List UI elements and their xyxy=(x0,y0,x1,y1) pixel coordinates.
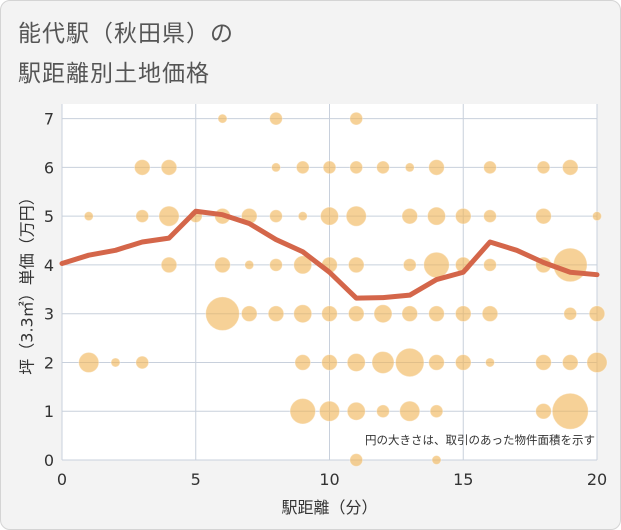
bubble-point xyxy=(423,251,450,279)
bubble-point xyxy=(401,207,419,225)
bubble-point xyxy=(345,205,367,227)
bubble-point xyxy=(271,162,281,173)
bubble-point xyxy=(293,255,313,275)
bubble-point xyxy=(561,159,579,176)
bubble-point xyxy=(205,296,240,332)
bubble-point xyxy=(135,209,150,224)
bubble-point xyxy=(586,351,608,374)
bubble-point xyxy=(322,160,337,175)
bubble-point xyxy=(551,392,589,430)
bubble-point xyxy=(267,305,285,322)
x-tick-label: 10 xyxy=(319,470,339,489)
bubble-point xyxy=(373,304,393,324)
bubble-point xyxy=(217,113,228,124)
bubble-point xyxy=(376,404,390,419)
bubble-point xyxy=(295,160,310,175)
bubble-point xyxy=(481,305,499,322)
trend-line xyxy=(59,208,600,301)
y-tick-label: 6 xyxy=(44,158,54,177)
bubble-point xyxy=(321,354,338,371)
bubble-point xyxy=(349,453,364,467)
bubble-point xyxy=(214,256,231,274)
y-tick-label: 2 xyxy=(44,353,54,372)
x-tick-label: 20 xyxy=(587,470,607,489)
x-axis-label: 駅距離（分） xyxy=(281,498,377,517)
bubble-point xyxy=(269,209,283,224)
bubble-point xyxy=(347,256,365,274)
y-tick-label: 3 xyxy=(44,305,54,324)
bubble-point xyxy=(552,247,588,283)
bubble-point xyxy=(563,306,578,321)
x-tick-label: 0 xyxy=(57,470,67,489)
bubble-point xyxy=(83,211,94,222)
bubble-point xyxy=(133,159,151,176)
bubble-point xyxy=(160,159,178,176)
x-tick-label: 15 xyxy=(453,470,473,489)
bubble-point xyxy=(240,305,258,322)
bubble-point xyxy=(588,305,606,322)
bubble-point xyxy=(454,207,472,225)
bubble-point xyxy=(269,111,283,126)
bubble-point xyxy=(293,304,313,324)
y-axis-label: 坪（3.3㎡）単価（万円） xyxy=(18,189,37,374)
bubble-point xyxy=(346,401,366,421)
bubble-point xyxy=(269,258,283,272)
bubble-point xyxy=(110,357,121,368)
bubble-point xyxy=(135,355,150,370)
bubble-point xyxy=(485,357,495,368)
bubble-point xyxy=(376,160,390,175)
bubble-point xyxy=(536,160,551,175)
bubble-point xyxy=(321,305,338,322)
y-tick-label: 1 xyxy=(44,402,54,421)
bubble-point xyxy=(592,211,602,222)
bubble-point xyxy=(349,111,364,126)
bubble-point xyxy=(483,258,497,272)
bubble-point xyxy=(427,206,446,226)
bubble-point xyxy=(371,350,395,374)
bubble-point xyxy=(158,205,180,227)
bubble-point xyxy=(395,347,425,378)
y-tick-label: 4 xyxy=(44,256,54,275)
bubble-point xyxy=(320,206,339,226)
bubble-point xyxy=(347,305,365,322)
x-tick-label: 5 xyxy=(191,470,201,489)
bubble-point xyxy=(404,162,415,173)
bubble-point xyxy=(297,211,308,222)
bubble-point xyxy=(349,160,364,175)
bubble-point xyxy=(318,400,341,422)
bubble-point xyxy=(289,398,316,425)
bubble-point xyxy=(535,402,552,420)
bubble-point xyxy=(428,305,445,322)
bubble-point xyxy=(561,354,579,371)
bubble-point xyxy=(401,305,419,322)
bubble-point xyxy=(428,159,445,176)
bubble-point xyxy=(399,400,421,422)
bubble-layer xyxy=(78,111,608,467)
tick-labels: 0 5 10 15 20 0 1 2 3 4 5 6 7 xyxy=(44,110,607,489)
bubble-point xyxy=(431,455,442,465)
bubble-size-note: 円の大きさは、取引のあった物件面積を示す xyxy=(365,433,595,447)
bubble-point xyxy=(160,256,178,274)
bubble-point xyxy=(428,354,445,371)
bubble-point xyxy=(454,305,472,322)
y-tick-label: 0 xyxy=(44,451,54,470)
bubble-point xyxy=(535,207,552,225)
y-tick-label: 7 xyxy=(44,110,54,129)
bubble-point xyxy=(535,354,552,371)
grid-lines xyxy=(61,104,598,461)
bubble-point xyxy=(454,354,472,371)
bubble-point xyxy=(429,404,444,419)
bubble-point xyxy=(346,352,366,372)
bubble-point xyxy=(244,259,255,270)
chart-title-line2: 駅距離別土地価格 xyxy=(18,61,210,87)
bubble-point xyxy=(78,351,100,374)
chart-title-line1: 能代駅（秋田県）の xyxy=(18,21,234,47)
bubble-point xyxy=(483,209,497,224)
y-tick-label: 5 xyxy=(44,207,54,226)
bubble-point xyxy=(483,160,497,175)
bubble-point xyxy=(294,354,312,371)
bubble-point xyxy=(402,258,417,272)
